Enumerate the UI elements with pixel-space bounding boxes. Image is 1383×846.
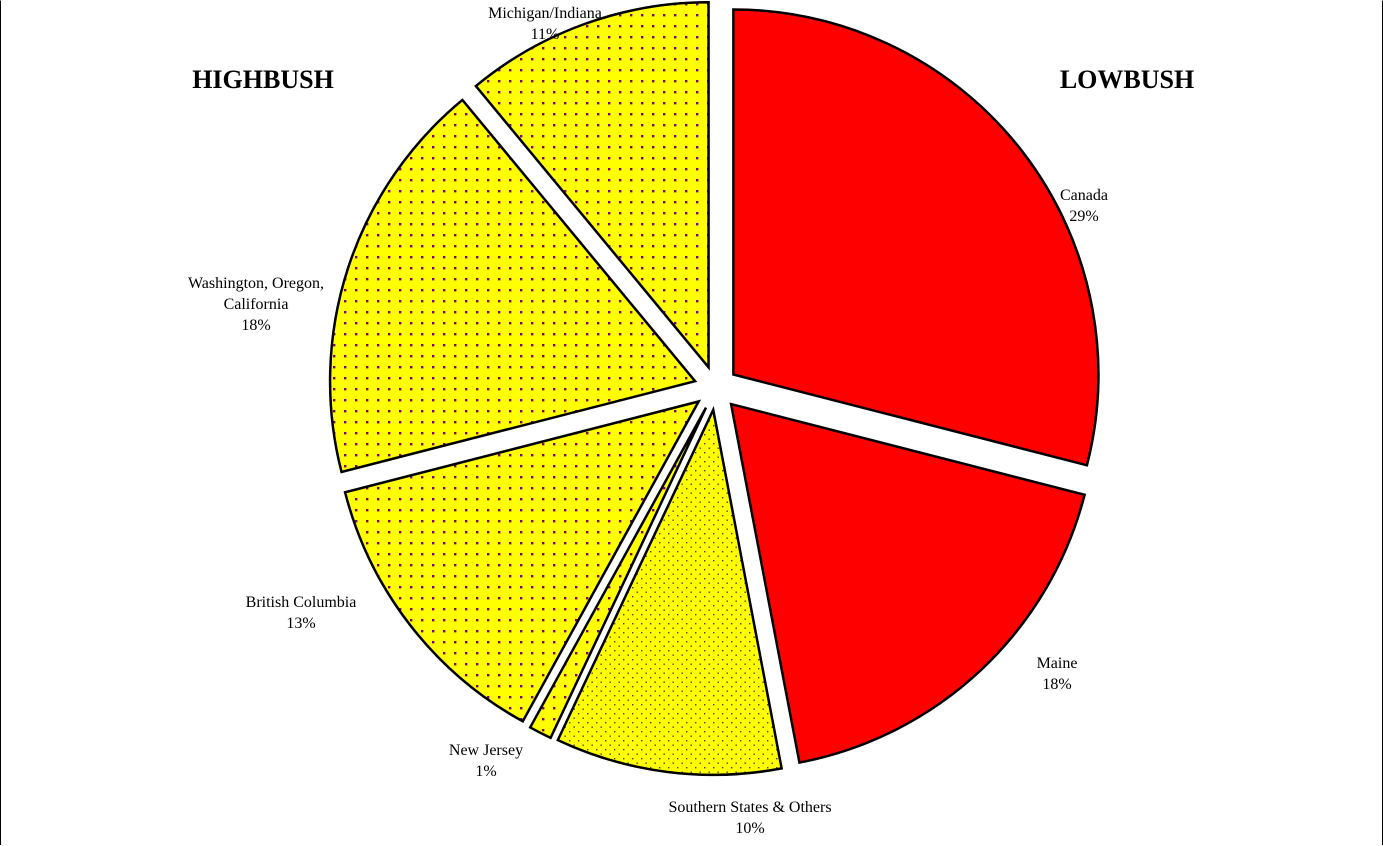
pie-slice-maine xyxy=(729,402,1087,765)
slice-labels: Canada 29% Maine 18% Southern States & Other… xyxy=(188,5,1108,837)
slice-label-maine-name: Maine xyxy=(1037,655,1078,672)
highbush-group-title: HIGHBUSH xyxy=(192,65,334,94)
pie-slice-new-jersey xyxy=(528,406,708,740)
slice-label-washington-oregon-california-name: Washington, Oregon, xyxy=(188,275,324,292)
pie-slice-southern-states xyxy=(556,405,784,776)
slice-label-washington-oregon-california-percent: 18% xyxy=(241,317,270,334)
pie-slices xyxy=(328,1,1100,776)
slice-label-british-columbia-name: British Columbia xyxy=(246,594,357,611)
slice-label-michigan-indiana-name: Michigan/Indiana xyxy=(488,5,602,22)
pie-slice-washington-oregon-california xyxy=(328,98,698,474)
slice-label-canada-percent: 29% xyxy=(1069,208,1098,225)
slice-label-michigan-indiana-percent: 11% xyxy=(531,26,560,43)
slice-label-southern-states-percent: 10% xyxy=(735,820,764,837)
slice-label-southern-states-name: Southern States & Others xyxy=(668,799,831,816)
pie-slice-michigan-indiana xyxy=(474,1,710,371)
slice-label-maine-percent: 18% xyxy=(1042,676,1071,693)
slice-label-british-columbia-percent: 13% xyxy=(286,615,315,632)
slice-label-new-jersey-percent: 1% xyxy=(475,763,496,780)
slice-label-new-jersey-name: New Jersey xyxy=(449,742,523,759)
pie-slice-canada xyxy=(732,8,1100,467)
slice-label-canada-name: Canada xyxy=(1060,187,1108,204)
slice-label-washington-oregon-california-name: California xyxy=(224,296,289,313)
pie-slice-british-columbia xyxy=(343,399,702,724)
lowbush-group-title: LOWBUSH xyxy=(1060,65,1194,94)
